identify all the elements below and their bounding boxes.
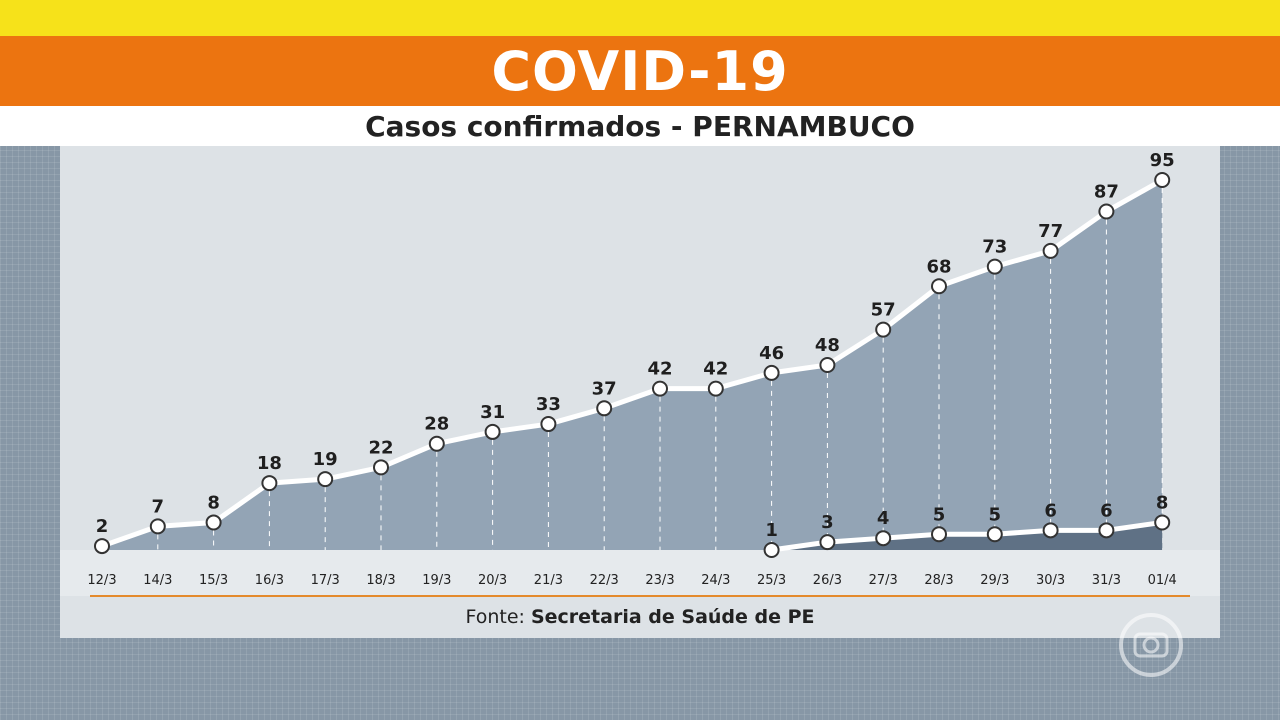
x-tick-label: 01/4 [1148, 573, 1177, 588]
series-main-point [1042, 242, 1059, 259]
series-main-point [428, 435, 445, 452]
x-tick-label: 31/3 [1092, 573, 1121, 588]
series-main-point [707, 380, 724, 397]
series-main-value-label: 57 [871, 300, 896, 321]
series-main-value-label: 37 [592, 378, 617, 399]
x-tick-label: 12/3 [87, 573, 116, 588]
series-second-point [1042, 522, 1059, 539]
x-tick-label: 16/3 [255, 573, 284, 588]
series-main-value-label: 28 [424, 414, 449, 435]
series-main-point [261, 475, 278, 492]
series-main-value-label: 18 [257, 453, 282, 474]
series-main-value-label: 7 [152, 496, 165, 517]
source-prefix: Fonte: [465, 606, 525, 628]
x-tick-label: 25/3 [757, 573, 786, 588]
series-main-point [596, 400, 613, 417]
series-main-point [1154, 172, 1171, 188]
series-main-point [875, 321, 892, 338]
series-second-value-label: 5 [933, 504, 946, 525]
series-second-value-label: 6 [1044, 500, 1057, 521]
source-line: Fonte: Secretaria de Saúde de PE [60, 606, 1220, 628]
series-main-point [317, 471, 334, 488]
series-main-value-label: 22 [368, 437, 393, 458]
series-main-value-label: 31 [480, 402, 505, 423]
series-main-value-label: 77 [1038, 221, 1063, 242]
x-tick-label: 28/3 [924, 573, 953, 588]
series-main-area [102, 180, 1163, 550]
series-main-point [1098, 203, 1115, 220]
series-main-value-label: 42 [647, 359, 672, 380]
series-second-point [763, 542, 780, 558]
series-second-point [931, 526, 947, 543]
series-second-point [819, 534, 836, 551]
tick-band [60, 550, 1220, 596]
series-main-value-label: 87 [1094, 181, 1119, 202]
series-main-line [101, 177, 1164, 549]
series-main-point [373, 459, 389, 476]
source-name: Secretaria de Saúde de PE [530, 606, 815, 628]
x-tick-label: 26/3 [813, 573, 842, 588]
series-main-value-label: 33 [536, 394, 561, 415]
x-tick-label: 18/3 [366, 573, 395, 588]
series-main-value-label: 95 [1150, 150, 1175, 171]
x-tick-label: 24/3 [701, 573, 730, 588]
series-second-value-label: 5 [989, 504, 1002, 525]
x-tick-label: 29/3 [980, 573, 1009, 588]
x-tick-label: 19/3 [422, 573, 451, 588]
series-main-point [540, 416, 557, 433]
globo-logo-icon [1119, 613, 1183, 677]
x-tick-label: 27/3 [869, 573, 898, 588]
series-main-point [94, 538, 110, 555]
series-second-value-label: 1 [765, 520, 778, 541]
x-tick-label: 22/3 [590, 573, 619, 588]
subtitle-band: Casos confirmados - PERNAMBUCO [0, 106, 1280, 146]
x-tick-label: 30/3 [1036, 573, 1065, 588]
chart-title: COVID-19 [491, 39, 789, 103]
series-second-value-label: 6 [1100, 500, 1113, 521]
x-tick-label: 23/3 [645, 573, 674, 588]
series-second-point [986, 526, 1003, 543]
series-second-value-label: 4 [877, 508, 890, 529]
series-main-value-label: 42 [703, 359, 728, 380]
series-second-point [875, 530, 892, 547]
series-main-value-label: 19 [313, 449, 338, 470]
chart-subtitle: Casos confirmados - PERNAMBUCO [365, 109, 915, 143]
series-main-value-label: 8 [207, 492, 220, 513]
series-main-point [205, 514, 222, 531]
series-main-value-label: 46 [759, 343, 784, 364]
series-main-point [484, 423, 501, 440]
x-tick-label: 14/3 [143, 573, 172, 588]
series-second-line [771, 519, 1163, 553]
series-main-point [652, 380, 668, 397]
x-tick-label: 20/3 [478, 573, 507, 588]
chart-panel: 2 7 8 18 19 22 28 31 33 37 42 42 46 48 57 68 73 77 87 95 1 3 4… [60, 146, 1220, 638]
series-main-value-label: 48 [815, 335, 840, 356]
series-main-value-label: 73 [982, 237, 1007, 258]
series-main-value-label: 68 [926, 256, 951, 277]
title-band: COVID-19 [0, 36, 1280, 106]
series-main-point [931, 278, 947, 295]
x-tick-label: 15/3 [199, 573, 228, 588]
series-second-value-label: 3 [821, 512, 834, 533]
series-main-value-label: 2 [96, 516, 109, 537]
series-main-point [819, 357, 836, 373]
series-main-point [763, 364, 780, 381]
series-second-value-label: 8 [1156, 492, 1169, 513]
x-tick-label: 17/3 [311, 573, 340, 588]
series-second-point [1154, 514, 1171, 531]
top-stripe [0, 0, 1280, 36]
series-main-point [149, 518, 166, 535]
series-main-point [986, 258, 1003, 275]
series-second-point [1098, 522, 1115, 539]
x-tick-label: 21/3 [534, 573, 563, 588]
